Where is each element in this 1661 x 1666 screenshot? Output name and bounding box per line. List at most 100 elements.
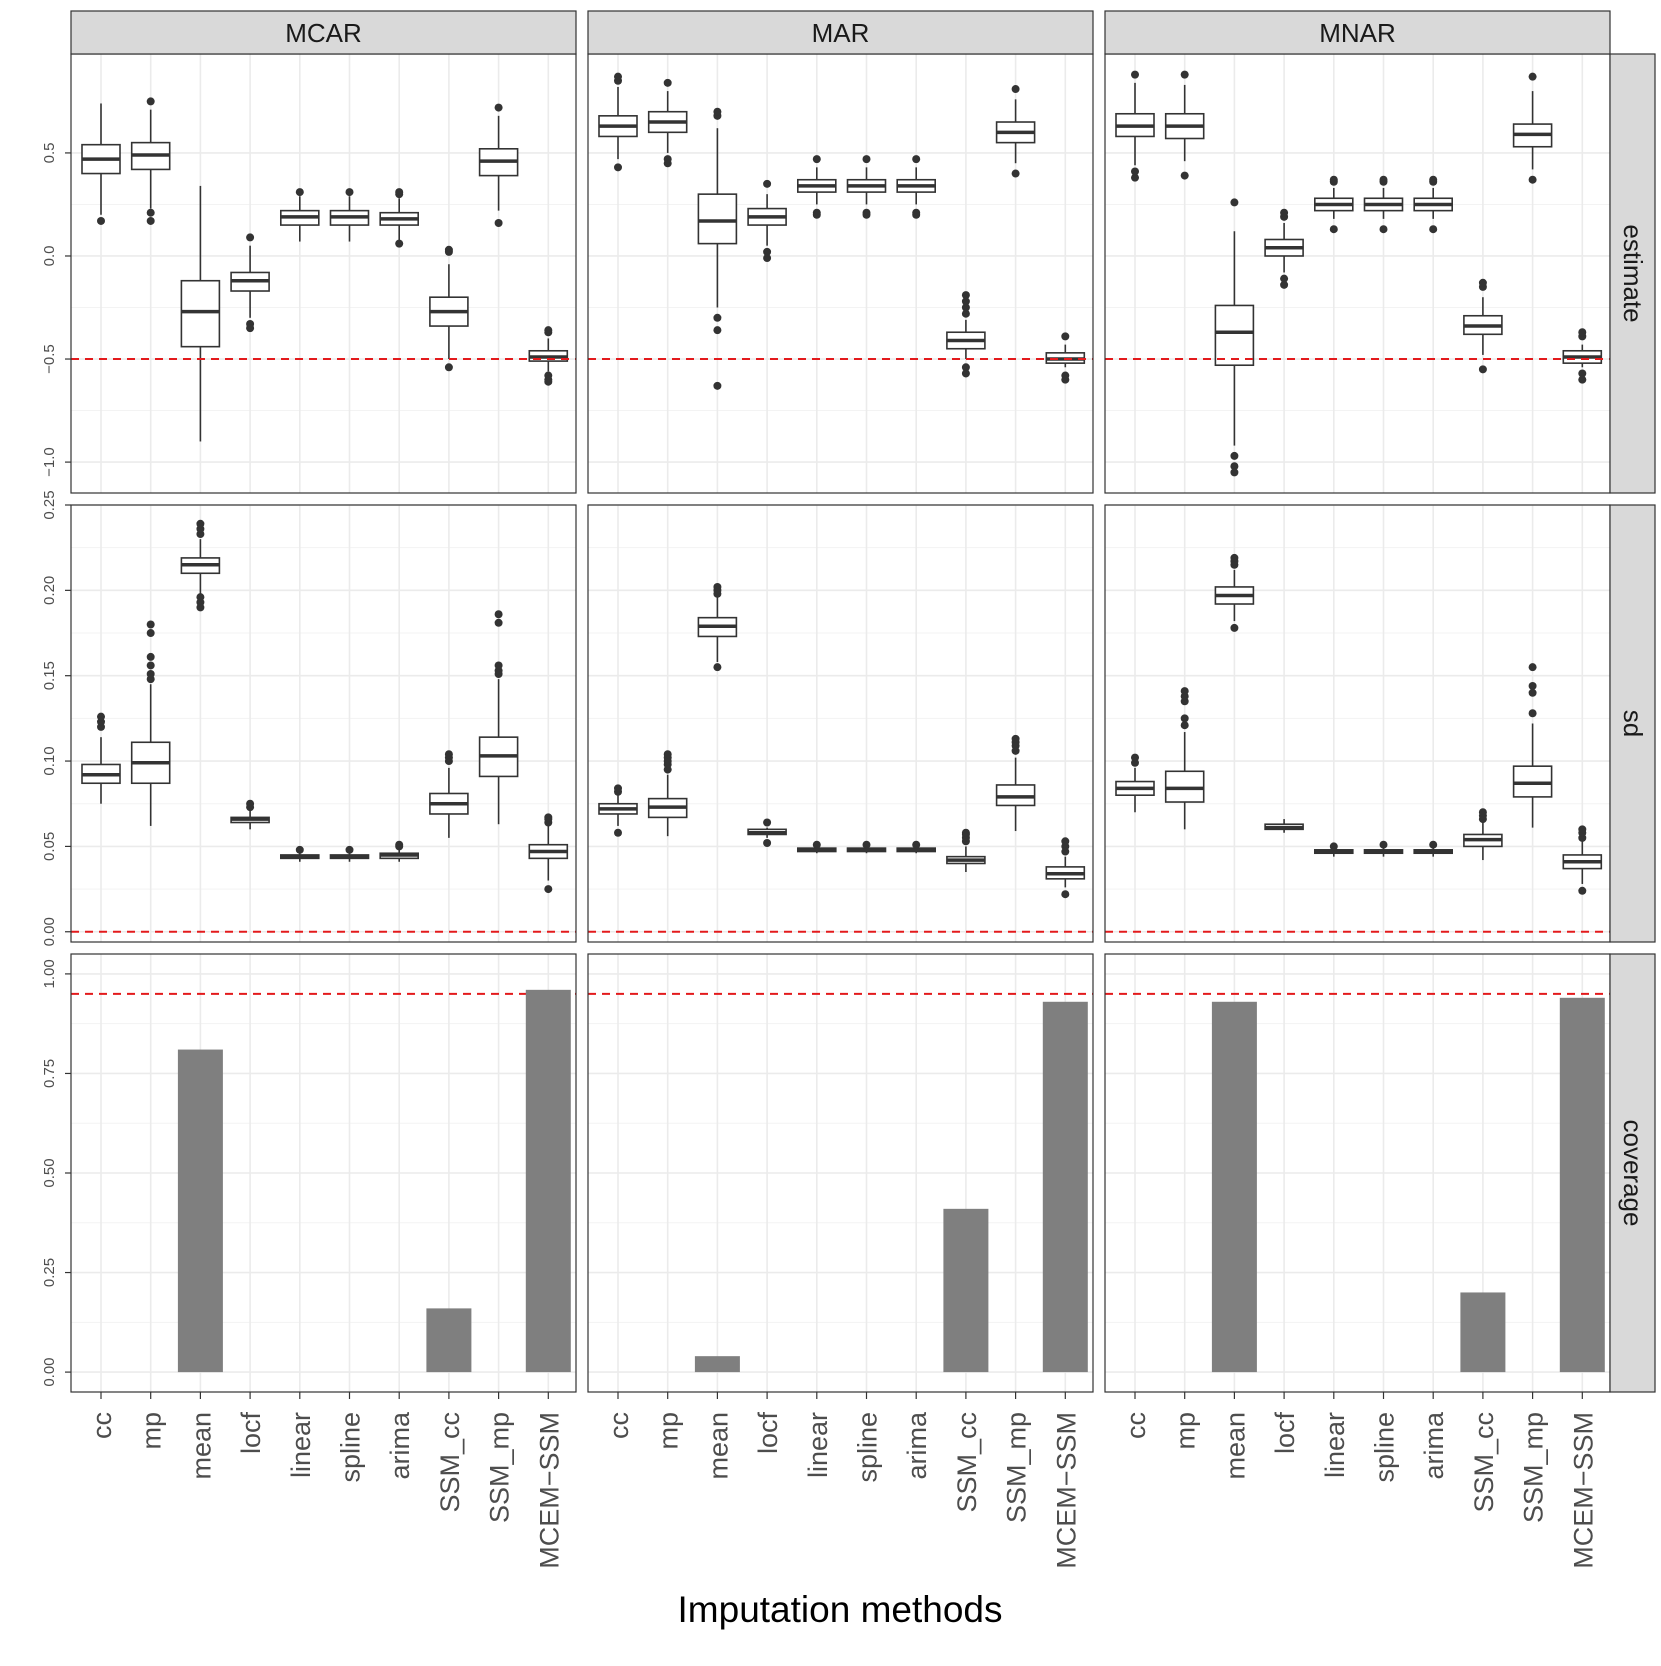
x-tick-label: mean [703,1412,733,1480]
box-outlier [1578,328,1587,337]
box-outlier [1011,85,1020,94]
box-outlier [1061,890,1070,899]
y-tick-label: 0.15 [41,661,58,690]
y-tick-label: 0.05 [41,832,58,861]
box-outlier [345,188,354,197]
box-outlier [1011,169,1020,178]
box-outlier [246,799,255,808]
box-outlier [544,377,553,386]
y-tick-label: 1.00 [41,959,58,988]
y-tick-label: 0.50 [41,1158,58,1187]
box-outlier [1578,369,1587,378]
box-body [180,279,221,348]
row-strip [1609,953,1656,1393]
x-tick-label: SSM_mp [1519,1412,1549,1523]
box-outlier [146,669,155,678]
box-outlier [614,72,622,81]
x-tick-label: mean [1220,1412,1250,1480]
x-tick-label: linear [1320,1412,1350,1478]
box-outlier [295,845,304,854]
box-outlier [961,291,970,300]
box-outlier [494,103,503,112]
box-outlier [1131,70,1139,79]
row-strip-label: coverage [1618,1120,1648,1227]
box-outlier [1061,375,1070,384]
y-tick-label: 0.20 [41,576,58,605]
box-outlier [246,324,255,333]
box-outlier [713,381,722,390]
box-outlier [1578,825,1587,834]
box-outlier [763,247,772,256]
x-tick-label: locf [1270,1412,1300,1455]
box-outlier [1379,840,1388,849]
box-outlier [1280,274,1289,283]
column-strip-label: MCAR [285,18,362,48]
coverage-bar [943,1208,989,1373]
box-outlier [713,313,722,322]
box-outlier [812,155,821,164]
x-tick-label: locf [236,1412,266,1455]
x-tick-label: MCEM−SSM [1568,1412,1598,1569]
y-tick-label: 0.00 [41,1357,58,1386]
box-outlier [663,155,672,164]
box-outlier [444,245,453,254]
box-outlier [912,210,921,219]
box-outlier [1280,280,1289,289]
x-tick-label: SSM_mp [1002,1412,1032,1523]
box-outlier [1379,175,1388,184]
box-outlier [763,838,772,847]
box-outlier [961,828,970,837]
y-tick-label: −0.5 [41,344,58,374]
column-strip [1104,10,1611,55]
box-outlier [1180,70,1189,79]
coverage-bar [1559,997,1605,1373]
box-outlier [614,784,622,793]
box-outlier [713,107,722,116]
x-tick-label: mp [654,1412,684,1450]
box-outlier [1528,688,1537,697]
box-outlier [1528,72,1537,81]
box-outlier [713,326,722,335]
x-tick-label: SSM_cc [435,1412,465,1513]
box-outlier [1528,709,1537,718]
box-outlier [961,369,970,378]
x-tick-label: spline [336,1412,366,1483]
box-outlier [1131,167,1139,176]
box-outlier [196,593,205,602]
panel-background [71,505,576,942]
column-strip [587,10,1094,55]
box-outlier [544,813,553,822]
x-tick-label: cc [1121,1412,1151,1439]
box-outlier [1329,842,1338,851]
panel-border [70,504,577,943]
box-outlier [1180,687,1189,696]
box-outlier [1478,278,1487,287]
box-outlier [1478,808,1487,817]
x-tick-label: cc [604,1412,634,1439]
box-outlier [961,309,970,318]
x-tick-label: cc [87,1412,117,1439]
box-outlier [146,97,155,106]
box-outlier [1230,468,1239,477]
box-outlier [862,210,871,219]
y-tick-label: −1.0 [41,447,58,477]
box-outlier [1180,171,1189,180]
box-outlier [1429,225,1438,234]
box-outlier [812,840,821,849]
panel-border [587,504,1094,943]
box-outlier [1230,451,1239,460]
box-outlier [544,326,553,335]
box-outlier [295,188,304,197]
box-outlier [1180,721,1189,730]
x-tick-label: SSM_mp [485,1412,515,1523]
box-outlier [961,303,970,312]
box-outlier [494,219,503,228]
box-outlier [663,750,672,759]
box-outlier [146,208,155,217]
box-outlier [912,155,921,164]
coverage-bar [177,1049,223,1373]
box-outlier [763,179,772,188]
y-tick-label: 0.00 [41,917,58,946]
box-outlier [395,239,404,248]
